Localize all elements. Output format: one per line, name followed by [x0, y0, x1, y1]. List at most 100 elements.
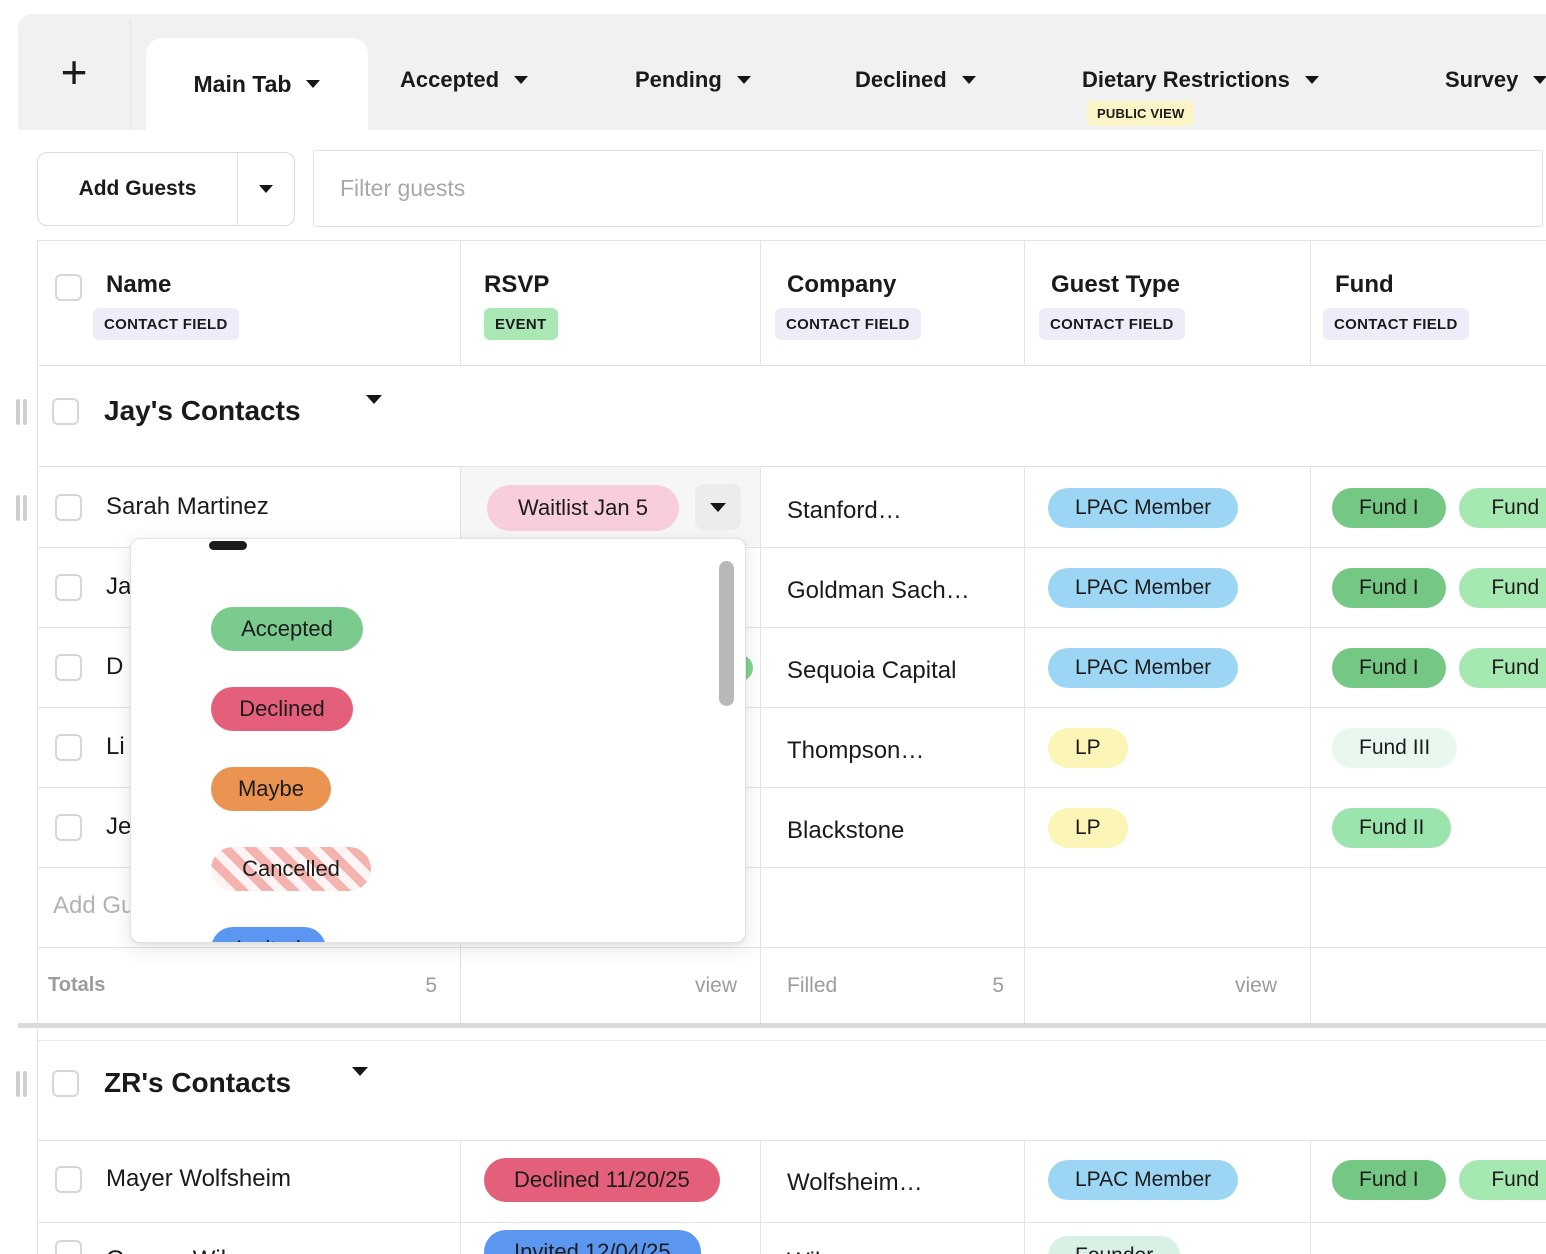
plus-icon: +	[60, 46, 88, 98]
rsvp-option-cancelled[interactable]: Cancelled	[211, 847, 371, 891]
fund-pill[interactable]: Fund I	[1332, 488, 1446, 528]
group-checkbox[interactable]	[52, 398, 79, 425]
grid-line	[460, 240, 461, 365]
company-cell[interactable]: Wolfsheim…	[787, 1169, 923, 1196]
guest-type-pill[interactable]: LPAC Member	[1048, 568, 1239, 608]
company-cell[interactable]: Stanford…	[787, 497, 902, 524]
grid-line	[37, 707, 1546, 708]
rsvp-options-dropdown: Accepted Declined Maybe Cancelled Invite…	[130, 538, 746, 943]
guest-type-pill[interactable]: LPAC Member	[1048, 1160, 1239, 1200]
chevron-down-icon	[1533, 76, 1546, 84]
drag-handle[interactable]	[16, 495, 27, 521]
tab-label: Survey	[1445, 67, 1519, 92]
guest-name-cell[interactable]: Li	[106, 733, 125, 760]
group-checkbox[interactable]	[52, 1070, 79, 1097]
group-collapse-button[interactable]	[366, 395, 382, 422]
totals-label: Totals	[48, 974, 106, 996]
company-cell[interactable]: Blackstone	[787, 817, 905, 844]
guest-type-pill[interactable]: LPAC Member	[1048, 648, 1239, 688]
guest-type-pill[interactable]: LP	[1048, 728, 1128, 768]
select-all-checkbox[interactable]	[55, 274, 82, 301]
fund-pill[interactable]: Fund II	[1459, 648, 1546, 688]
guest-name-cell[interactable]: Ja	[106, 573, 132, 600]
grid-line	[1024, 240, 1025, 365]
column-header-rsvp[interactable]: RSVP	[484, 271, 550, 298]
fund-pill[interactable]: Fund I	[1332, 1160, 1446, 1200]
row-checkbox[interactable]	[55, 734, 82, 761]
fund-pill[interactable]: Fund II	[1459, 1160, 1546, 1200]
rsvp-pill[interactable]: Waitlist Jan 5	[487, 485, 680, 531]
tab-dietary-restrictions[interactable]: Dietary Restrictions	[1082, 60, 1319, 100]
clear-option-partial[interactable]	[209, 541, 247, 550]
row-checkbox[interactable]	[55, 494, 82, 521]
tab-accepted[interactable]: Accepted	[400, 60, 529, 100]
tab-label: Main Tab	[193, 70, 292, 97]
grid-line	[37, 240, 1546, 241]
rsvp-pill[interactable]: Invited 12/04/25	[484, 1230, 701, 1254]
fund-pill[interactable]: Fund I	[1332, 568, 1446, 608]
grid-line	[1024, 466, 1025, 1023]
rsvp-option-maybe[interactable]: Maybe	[211, 767, 331, 811]
row-checkbox[interactable]	[55, 814, 82, 841]
guest-type-pill[interactable]: Founder	[1048, 1236, 1181, 1254]
add-guests-button[interactable]: Add Guests	[78, 177, 197, 200]
rsvp-dropdown-button[interactable]	[695, 484, 741, 530]
column-header-guest-type[interactable]: Guest Type	[1051, 271, 1180, 298]
fund-pill[interactable]: Fund II	[1459, 568, 1546, 608]
row-checkbox[interactable]	[55, 574, 82, 601]
drag-handle[interactable]	[16, 399, 27, 425]
fund-pill[interactable]: Fund I	[1332, 648, 1446, 688]
rsvp-option-declined[interactable]: Declined	[211, 687, 353, 731]
company-cell[interactable]: Sequoia Capital	[787, 657, 957, 684]
guest-name-cell[interactable]: Je	[106, 813, 132, 840]
filter-guests-input[interactable]	[313, 150, 1543, 227]
grid-line	[1310, 240, 1311, 365]
rsvp-option-invited[interactable]: Invited	[211, 927, 326, 942]
company-cell[interactable]: Goldman Sach…	[787, 577, 970, 604]
group-collapse-button[interactable]	[352, 1067, 368, 1094]
grid-line	[37, 1140, 1546, 1141]
column-header-company[interactable]: Company	[787, 271, 897, 298]
chevron-down-icon	[710, 502, 726, 512]
guest-type-pill[interactable]: LP	[1048, 808, 1128, 848]
column-header-name[interactable]: Name	[106, 271, 172, 298]
grid-line	[37, 365, 1546, 366]
fund-pill[interactable]: Fund II	[1332, 808, 1452, 848]
tab-label: Pending	[635, 67, 722, 92]
tab-survey[interactable]: Survey	[1445, 60, 1546, 100]
totals-guest-type-view-link[interactable]: view	[1234, 974, 1277, 997]
guest-type-pill[interactable]: LPAC Member	[1048, 488, 1239, 528]
guest-name-cell[interactable]: George Wilson	[106, 1246, 265, 1254]
chevron-down-icon	[961, 76, 976, 84]
totals-rsvp-view-link[interactable]: view	[694, 974, 737, 997]
rsvp-pill[interactable]: Declined 11/20/25	[484, 1158, 720, 1202]
row-checkbox[interactable]	[55, 1240, 82, 1254]
chevron-down-icon	[306, 80, 321, 88]
company-cell[interactable]: Wilson…	[787, 1248, 883, 1254]
add-guests-menu-button[interactable]	[238, 153, 294, 225]
company-cell[interactable]: Thompson…	[787, 737, 925, 764]
row-checkbox[interactable]	[55, 1166, 82, 1193]
chevron-down-icon	[736, 76, 751, 84]
column-header-fund[interactable]: Fund	[1335, 271, 1394, 298]
grid-line	[37, 1222, 1546, 1223]
add-guests-split-button[interactable]: Add Guests	[37, 152, 295, 226]
guest-name-cell[interactable]: D	[106, 653, 124, 680]
rsvp-option-accepted[interactable]: Accepted	[211, 607, 363, 651]
grid-line	[760, 240, 761, 365]
tab-pending[interactable]: Pending	[635, 60, 751, 100]
fund-pill[interactable]: Fund III	[1332, 728, 1458, 768]
fund-pill[interactable]: Fund II	[1459, 488, 1546, 528]
tab-declined[interactable]: Declined	[855, 60, 976, 100]
grid-line	[760, 1140, 761, 1254]
row-checkbox[interactable]	[55, 654, 82, 681]
drag-handle[interactable]	[16, 1071, 27, 1097]
guest-name-cell[interactable]: Sarah Martinez	[106, 493, 269, 520]
guest-name-cell[interactable]: Mayer Wolfsheim	[106, 1165, 291, 1192]
totals-filled-label: Filled	[787, 974, 838, 997]
grid-line	[37, 627, 1546, 628]
tab-main-active[interactable]: Main Tab	[146, 38, 368, 130]
dropdown-scrollbar-thumb[interactable]	[719, 561, 734, 706]
button-divider	[237, 153, 238, 225]
new-tab-button[interactable]: +	[18, 14, 130, 130]
